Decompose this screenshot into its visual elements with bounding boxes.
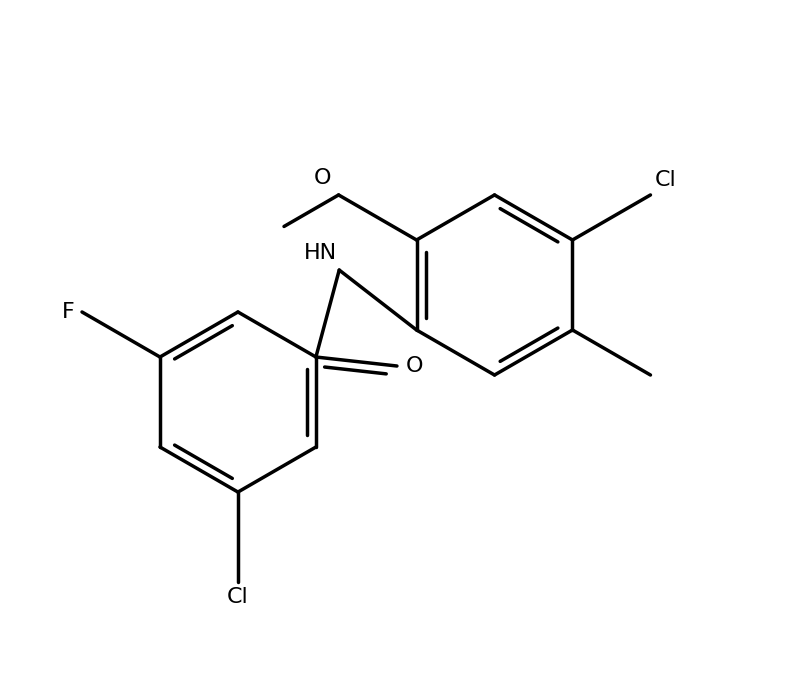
Text: O: O	[406, 356, 423, 376]
Text: O: O	[314, 167, 331, 188]
Text: Cl: Cl	[227, 586, 249, 607]
Text: HN: HN	[304, 243, 338, 263]
Text: Cl: Cl	[655, 170, 677, 191]
Text: F: F	[62, 302, 75, 322]
